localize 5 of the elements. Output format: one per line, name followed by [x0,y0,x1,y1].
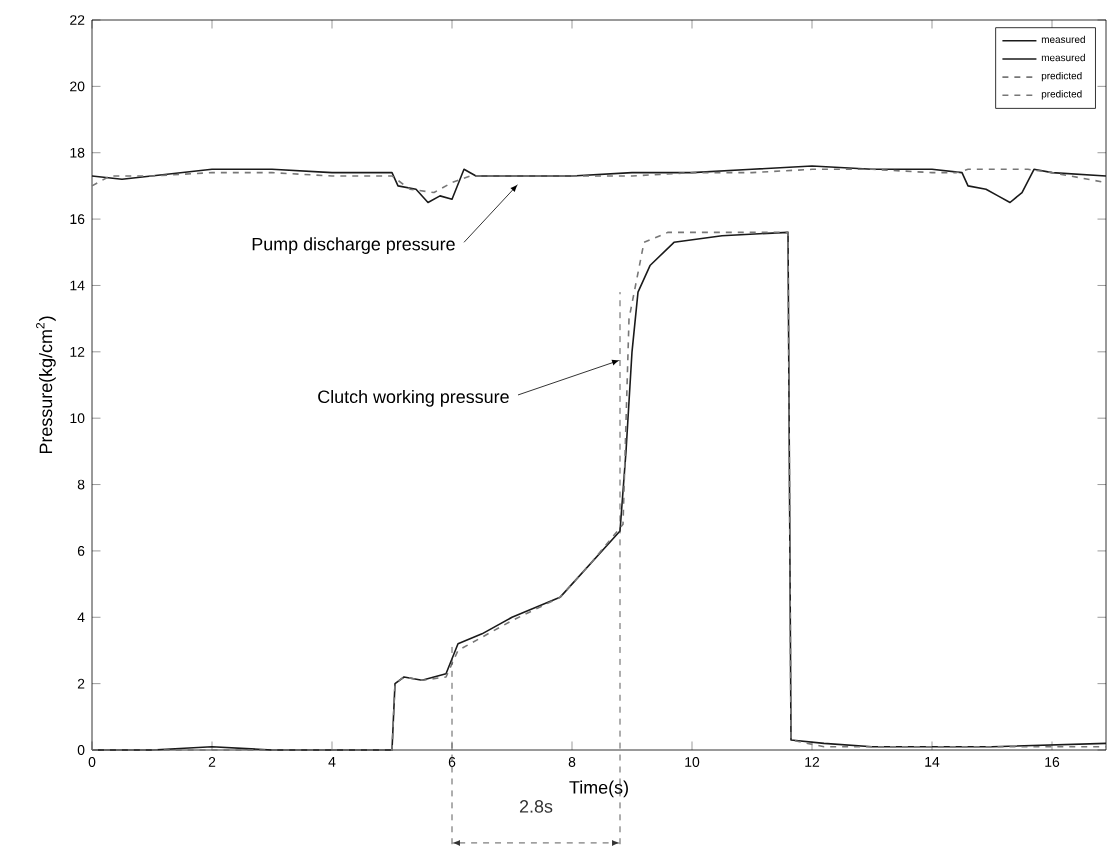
text: 2.8s [519,800,553,813]
annotation: Pump discharge pressure [252,237,455,254]
x-axis-title: Time(s) [569,780,628,798]
annotation: Clutch working pressure [318,389,509,407]
y-axis-title: Pressure(kg/cm$^{2}$) [36,316,56,454]
